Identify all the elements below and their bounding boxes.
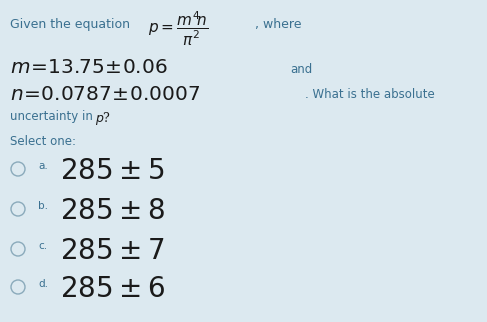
Text: $n\!=\!0.0787\!\pm\!0.0007$: $n\!=\!0.0787\!\pm\!0.0007$: [10, 85, 200, 104]
Text: , where: , where: [255, 18, 301, 31]
Text: uncertainty in: uncertainty in: [10, 110, 96, 123]
Text: b.: b.: [38, 201, 48, 211]
Text: $p$?: $p$?: [95, 110, 111, 127]
Text: Given the equation: Given the equation: [10, 18, 134, 31]
Text: $m\!=\!13.75\!\pm\!0.06$: $m\!=\!13.75\!\pm\!0.06$: [10, 58, 168, 77]
Text: c.: c.: [38, 241, 47, 251]
Text: and: and: [290, 63, 312, 76]
Text: a.: a.: [38, 161, 48, 171]
Text: $p = \dfrac{m^4\!n}{\pi^2}$: $p = \dfrac{m^4\!n}{\pi^2}$: [148, 10, 208, 48]
Text: d.: d.: [38, 279, 48, 289]
Text: $285\pm6$: $285\pm6$: [60, 276, 165, 303]
Text: $285\pm5$: $285\pm5$: [60, 158, 164, 185]
Text: $285\pm7$: $285\pm7$: [60, 238, 164, 265]
Text: $285\pm8$: $285\pm8$: [60, 198, 165, 225]
Text: . What is the absolute: . What is the absolute: [305, 88, 435, 101]
Text: Select one:: Select one:: [10, 135, 76, 148]
